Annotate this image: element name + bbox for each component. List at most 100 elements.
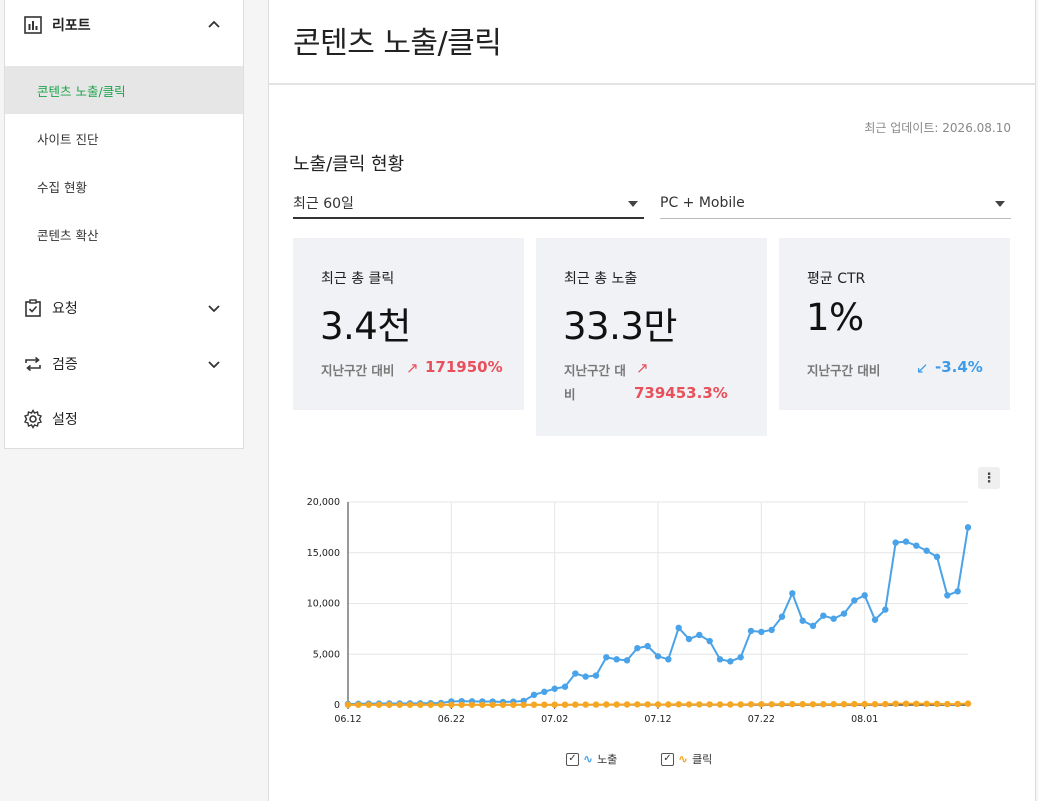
section-title: 노출/클릭 현황 [293, 154, 405, 175]
data-point [613, 656, 620, 663]
caret-down-icon [995, 201, 1005, 207]
data-point [665, 656, 672, 663]
arrow-up-right-icon: ↗ [636, 359, 649, 377]
data-point [644, 701, 651, 708]
data-point [944, 592, 951, 599]
legend-item-clicks[interactable]: ✓ ∿ 클릭 [661, 751, 712, 767]
y-tick-label: 0 [334, 700, 340, 711]
data-point [541, 701, 548, 708]
data-point [737, 654, 744, 661]
data-point [809, 701, 817, 708]
sidebar-section-verify[interactable]: 검증 [5, 339, 243, 389]
sidebar-section-request[interactable]: 요청 [5, 283, 243, 333]
data-point [613, 701, 620, 708]
chevron-down-icon[interactable] [205, 299, 223, 317]
data-point [840, 700, 848, 708]
data-point [820, 612, 827, 619]
data-point [871, 700, 879, 708]
data-point [623, 701, 631, 708]
data-point [551, 685, 558, 692]
data-point [572, 701, 579, 708]
data-point [727, 701, 734, 708]
chart-menu-button[interactable]: ⋮ [978, 467, 1000, 489]
sidebar-item-site-diagnosis[interactable]: 사이트 진단 [37, 131, 99, 147]
sidebar-section-settings[interactable]: 설정 [5, 394, 243, 444]
data-point [882, 700, 889, 708]
data-point [799, 700, 806, 708]
data-point [892, 539, 899, 546]
data-point [944, 700, 951, 708]
checkbox-checked-icon[interactable]: ✓ [661, 752, 674, 766]
card-title: 최근 총 클릭 [321, 271, 395, 287]
data-point [706, 701, 713, 708]
data-point [747, 627, 755, 635]
sidebar: 리포트 콘텐츠 노출/클릭 사이트 진단 수집 현황 콘텐츠 확산 요청 검증 … [4, 0, 244, 449]
data-point [716, 701, 724, 708]
y-tick-label: 5,000 [313, 649, 340, 660]
card-compare-label: 지난구간 대비 [321, 363, 395, 378]
data-point [902, 700, 910, 707]
card-value: 3.4천 [320, 305, 411, 348]
card-value: 1% [806, 296, 864, 339]
data-point [654, 701, 662, 708]
x-tick-label: 07.12 [644, 714, 671, 725]
data-point [582, 701, 589, 708]
data-point [954, 588, 961, 595]
data-point [654, 653, 662, 660]
data-point [768, 701, 775, 708]
data-point [499, 701, 507, 708]
stat-card-clicks: 최근 총 클릭 3.4천 지난구간 대비 ↗ 171950% [293, 238, 524, 410]
stat-card-impressions: 최근 총 노출 33.3만 지난구간 대 비 ↗ 739453.3% [536, 238, 767, 436]
data-point [458, 701, 465, 708]
data-point [561, 701, 569, 708]
sidebar-settings-label: 설정 [52, 412, 78, 428]
data-point [530, 691, 538, 699]
x-tick-label: 08.01 [851, 714, 878, 725]
data-point [510, 701, 517, 708]
data-point [716, 656, 724, 663]
x-tick-label: 06.22 [438, 714, 465, 725]
device-select[interactable]: PC + Mobile [660, 188, 1011, 219]
legend-label: 클릭 [692, 753, 713, 766]
data-point [355, 701, 362, 708]
data-point [789, 700, 796, 708]
data-point [427, 701, 434, 708]
y-tick-label: 15,000 [307, 548, 340, 559]
data-point [365, 701, 372, 708]
data-point [685, 701, 693, 708]
data-point [830, 615, 837, 622]
last-updated: 최근 업데이트: 2026.08.10 [864, 121, 1011, 135]
x-tick-label: 07.22 [748, 714, 775, 725]
sidebar-item-content-spread[interactable]: 콘텐츠 확산 [37, 227, 99, 243]
data-point [551, 701, 558, 708]
data-point [592, 701, 600, 708]
data-point [665, 701, 672, 708]
data-point [747, 701, 755, 708]
sidebar-item-collection-status[interactable]: 수집 현황 [37, 179, 87, 195]
data-point [809, 622, 817, 630]
main-panel: 콘텐츠 노출/클릭 최근 업데이트: 2026.08.10 노출/클릭 현황 최… [268, 0, 1036, 801]
device-select-value: PC + Mobile [660, 195, 745, 211]
sidebar-verify-label: 검증 [52, 357, 78, 373]
period-select[interactable]: 최근 60일 [293, 188, 644, 219]
data-point [561, 683, 569, 690]
card-delta: 171950% [425, 358, 503, 376]
data-point [727, 658, 734, 665]
data-point [520, 701, 527, 708]
sidebar-item-content-exposure[interactable]: 콘텐츠 노출/클릭 [5, 66, 243, 114]
checkbox-checked-icon[interactable]: ✓ [566, 752, 579, 766]
data-point [789, 590, 796, 597]
data-point [592, 672, 600, 679]
chevron-down-icon[interactable] [205, 355, 223, 373]
data-point [541, 688, 548, 696]
data-point [623, 657, 631, 664]
data-point [861, 700, 868, 708]
chevron-up-icon[interactable] [205, 16, 223, 34]
sidebar-section-report[interactable]: 리포트 [5, 0, 243, 50]
data-point [902, 538, 910, 545]
data-point [954, 700, 961, 708]
data-point [851, 700, 858, 708]
data-point [572, 670, 579, 677]
card-delta: 739453.3% [634, 384, 728, 402]
legend-item-impressions[interactable]: ✓ ∿ 노출 [566, 751, 617, 767]
